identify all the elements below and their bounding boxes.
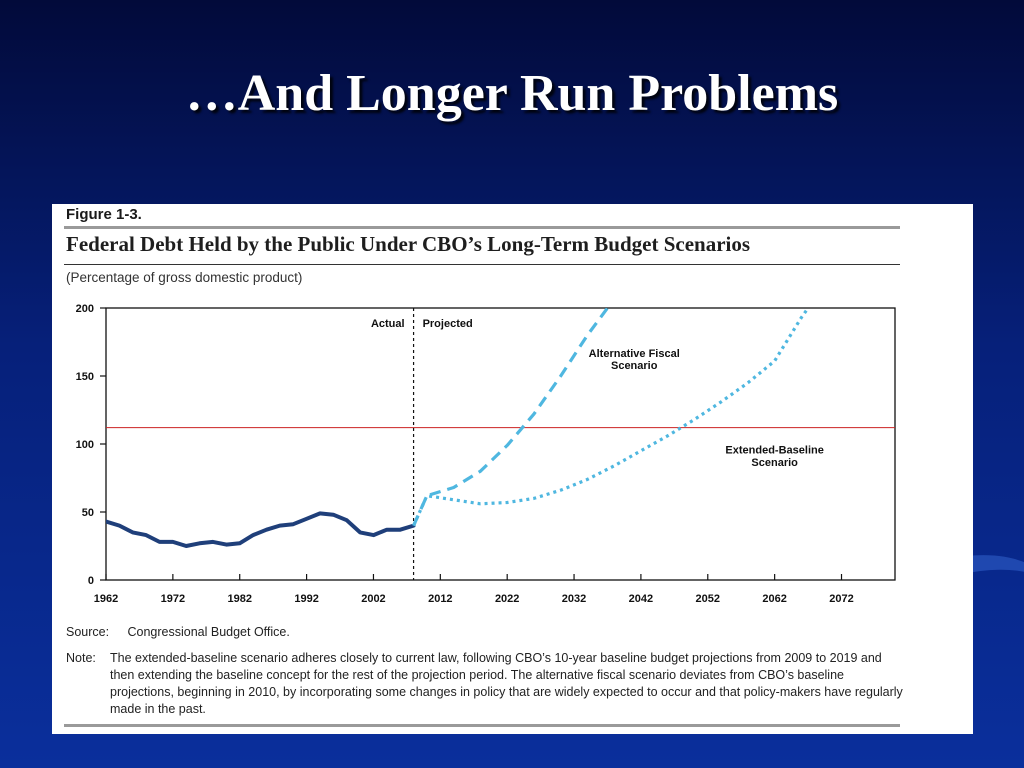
x-tick-label: 2072 — [829, 593, 853, 605]
slide-title: …And Longer Run Problems — [185, 65, 839, 122]
series-line-0 — [106, 511, 416, 548]
x-tick-label: 2022 — [495, 593, 519, 605]
y-tick-label: 100 — [76, 439, 94, 451]
x-tick-label: 1982 — [227, 593, 251, 605]
projected-label: Projected — [423, 318, 473, 330]
actual-label: Actual — [371, 318, 405, 330]
note-row: Note: The extended-baseline scenario adh… — [66, 650, 906, 718]
x-tick-label: 2002 — [361, 593, 385, 605]
series-line-1 — [412, 308, 609, 527]
x-tick-label: 2062 — [762, 593, 786, 605]
y-tick-label: 150 — [76, 371, 94, 383]
x-tick-label: 1972 — [161, 593, 185, 605]
title-rule — [64, 264, 900, 265]
debt-chart: 0 50 100 150 200 1962 1972 1982 1992 2002 2012 2022… — [76, 303, 896, 605]
x-tick-label: 2052 — [696, 593, 720, 605]
source-text: Congressional Budget Office. — [127, 625, 290, 639]
note-label: Note: — [66, 651, 96, 665]
annotation-label: Extended-Baseline — [725, 445, 823, 457]
figure-subtitle: (Percentage of gross domestic product) — [66, 270, 303, 285]
note-text: The extended-baseline scenario adheres c… — [110, 651, 903, 716]
source-label: Source: — [66, 625, 110, 639]
top-rule — [64, 226, 900, 229]
x-tick-label: 2042 — [629, 593, 653, 605]
y-tick-label: 50 — [82, 507, 94, 519]
annotation-label: Scenario — [611, 360, 658, 372]
series-line-2 — [412, 308, 810, 527]
x-tick-label: 1962 — [94, 593, 118, 605]
figure-card: Figure 1-3. Federal Debt Held by the Pub… — [52, 204, 973, 734]
bottom-rule — [64, 724, 900, 727]
annotation-label: Scenario — [751, 457, 798, 469]
y-tick-label: 0 — [88, 575, 94, 587]
x-tick-label: 1992 — [294, 593, 318, 605]
x-tick-label: 2032 — [562, 593, 586, 605]
source-row: Source: Congressional Budget Office. — [66, 625, 290, 639]
x-tick-label: 2012 — [428, 593, 452, 605]
y-tick-label: 200 — [76, 303, 94, 315]
figure-title: Federal Debt Held by the Public Under CB… — [66, 232, 751, 256]
figure-label: Figure 1-3. — [66, 206, 142, 223]
annotation-label: Alternative Fiscal — [589, 348, 680, 360]
